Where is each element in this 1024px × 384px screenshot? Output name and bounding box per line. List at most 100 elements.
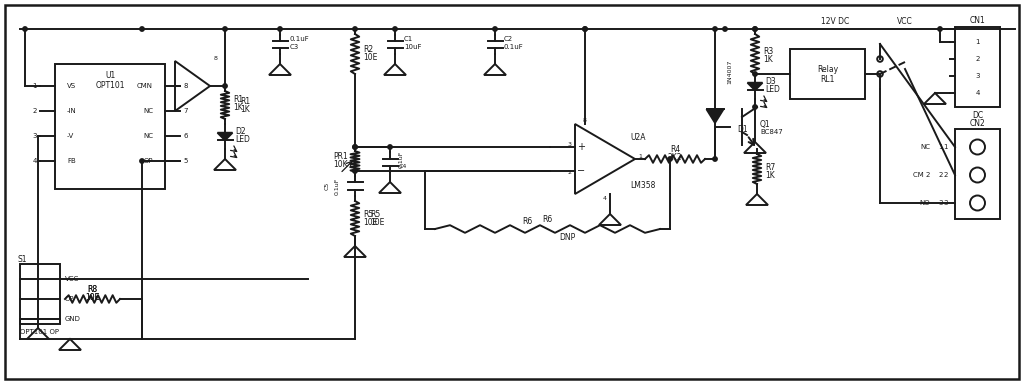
Circle shape [583, 27, 587, 31]
Polygon shape [484, 64, 506, 75]
Text: R6: R6 [522, 217, 532, 227]
Polygon shape [384, 64, 406, 75]
Text: C5: C5 [325, 182, 330, 190]
Text: OP: OP [143, 158, 153, 164]
Text: 1K: 1K [763, 55, 773, 63]
Polygon shape [344, 246, 366, 257]
Text: 3: 3 [943, 200, 948, 206]
Text: NC: NC [920, 144, 930, 150]
Text: RL1: RL1 [820, 74, 835, 83]
Circle shape [23, 27, 28, 31]
Text: C2: C2 [504, 36, 513, 42]
Bar [55, 64, 165, 189]
Circle shape [723, 27, 727, 31]
Text: C3: C3 [290, 44, 299, 50]
Circle shape [140, 27, 144, 31]
Text: 1: 1 [33, 83, 37, 89]
Text: R5: R5 [362, 210, 374, 219]
Text: R8: R8 [87, 285, 97, 295]
Circle shape [140, 159, 144, 163]
Text: R1: R1 [233, 96, 243, 104]
Polygon shape [27, 328, 49, 339]
Text: Q1: Q1 [760, 119, 771, 129]
Circle shape [583, 27, 587, 31]
Text: PR1: PR1 [333, 152, 348, 161]
Text: CN1: CN1 [970, 17, 985, 25]
Text: 7: 7 [183, 108, 187, 114]
Text: 0.1uF: 0.1uF [335, 177, 340, 195]
Text: 12V DC: 12V DC [821, 17, 849, 25]
Text: CM 2: CM 2 [912, 172, 930, 178]
Text: LED: LED [765, 86, 780, 94]
Text: 1K: 1K [765, 170, 775, 179]
Text: 3: 3 [33, 133, 37, 139]
Text: 2K2: 2K2 [668, 153, 682, 162]
Text: R8: R8 [87, 285, 97, 295]
Polygon shape [599, 214, 621, 225]
Text: R5: R5 [370, 210, 380, 219]
Text: R7: R7 [765, 162, 775, 172]
Text: R2: R2 [362, 45, 373, 53]
Bar [20, 264, 60, 324]
Text: ‑V: ‑V [67, 133, 75, 139]
Text: 1N4007: 1N4007 [727, 59, 732, 84]
Polygon shape [744, 142, 766, 153]
Text: 2: 2 [33, 108, 37, 114]
Text: 4: 4 [603, 197, 607, 202]
Polygon shape [175, 61, 210, 111]
Bar [955, 129, 1000, 219]
Text: 10uF: 10uF [404, 44, 422, 50]
Text: 10E: 10E [85, 293, 99, 302]
Text: +: + [577, 142, 585, 152]
Circle shape [353, 145, 357, 149]
Text: 6: 6 [183, 133, 187, 139]
Text: U2A: U2A [630, 132, 645, 141]
Polygon shape [217, 133, 232, 140]
Text: GND: GND [65, 316, 81, 322]
Text: D3: D3 [765, 78, 776, 86]
Text: R3: R3 [763, 46, 773, 56]
Text: 10K: 10K [334, 160, 348, 169]
Circle shape [353, 145, 357, 149]
Text: 1: 1 [943, 144, 948, 150]
Circle shape [938, 27, 942, 31]
Text: 8: 8 [183, 83, 187, 89]
Polygon shape [269, 64, 291, 75]
Text: U1: U1 [104, 71, 115, 79]
Text: BC847: BC847 [760, 129, 782, 135]
Text: Relay: Relay [817, 65, 838, 73]
Bar [790, 49, 865, 99]
Polygon shape [924, 93, 946, 104]
Circle shape [713, 157, 717, 161]
Text: 3: 3 [939, 200, 943, 206]
Circle shape [278, 27, 283, 31]
Text: 1K: 1K [240, 104, 250, 114]
Circle shape [353, 169, 357, 173]
Text: ‑IN: ‑IN [67, 108, 77, 114]
Text: 2: 2 [975, 56, 980, 62]
Text: R6: R6 [543, 215, 553, 225]
Text: 3: 3 [568, 142, 572, 147]
Text: FB: FB [67, 158, 76, 164]
Polygon shape [748, 83, 763, 90]
Text: 5: 5 [183, 158, 187, 164]
Text: OP: OP [65, 296, 75, 302]
Text: CN2: CN2 [970, 119, 985, 127]
Circle shape [753, 27, 757, 31]
Text: 4: 4 [975, 90, 980, 96]
Text: NC: NC [143, 133, 153, 139]
Circle shape [753, 27, 757, 31]
Text: CMN: CMN [137, 83, 153, 89]
Text: R4: R4 [670, 146, 680, 154]
Text: −: − [577, 166, 585, 176]
Polygon shape [575, 124, 635, 194]
Bar [955, 27, 1000, 107]
Text: 10E: 10E [362, 218, 378, 227]
Text: D2: D2 [234, 127, 246, 136]
Text: 0.1uF: 0.1uF [399, 150, 404, 168]
Text: 1: 1 [638, 154, 642, 159]
Text: OPT101: OPT101 [95, 81, 125, 91]
Text: 10E: 10E [370, 218, 384, 227]
Text: VS: VS [67, 83, 76, 89]
Text: VCC: VCC [897, 17, 912, 25]
